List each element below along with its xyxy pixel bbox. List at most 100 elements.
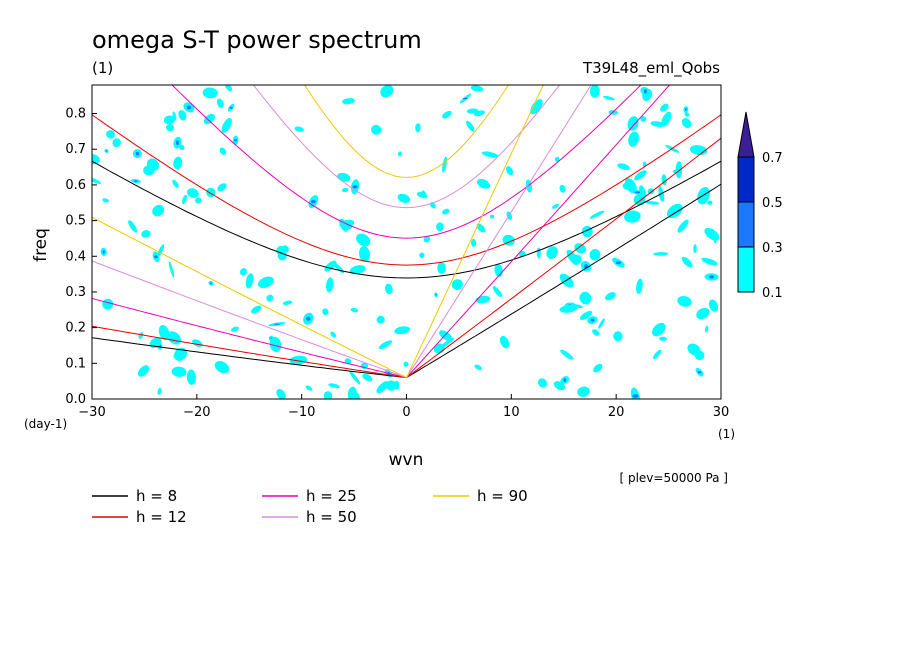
contour-patch	[376, 381, 389, 394]
contour-patch	[661, 111, 672, 127]
contour-patch	[538, 378, 547, 388]
y-tick-label: 0.7	[65, 142, 86, 157]
contour-patch	[474, 364, 482, 371]
colorbar-label: 0.5	[762, 196, 783, 211]
contour-patch	[660, 103, 669, 112]
x-tick-label: 20	[608, 405, 625, 420]
contour-patch-high	[135, 151, 139, 156]
curve-upper	[252, 85, 561, 209]
contour-patch	[102, 198, 109, 203]
contour-patch-high	[590, 318, 595, 322]
contour-patch	[628, 131, 639, 147]
contour-patch	[701, 257, 718, 266]
contour-patch	[269, 336, 282, 353]
contour-patch	[380, 85, 394, 98]
contour-patch	[305, 385, 313, 391]
contour-patch	[384, 283, 393, 295]
contour-patch	[552, 203, 559, 209]
colorbar-label: 0.7	[762, 151, 783, 166]
contour-patch	[157, 244, 165, 258]
contour-patch-high	[210, 282, 212, 285]
contour-patch	[342, 98, 355, 105]
contour-patch	[187, 188, 199, 198]
x-tick-label: −10	[288, 405, 315, 420]
contour-patch	[128, 220, 138, 233]
contour-patch	[277, 251, 287, 261]
contour-patch	[225, 85, 233, 92]
contour-patch	[394, 380, 400, 390]
contour-patch	[415, 123, 421, 133]
contour-patch	[106, 130, 115, 139]
contour-patch	[645, 201, 660, 205]
contour-patch	[677, 219, 689, 233]
contour-patch	[627, 116, 639, 131]
contour-patch	[326, 277, 334, 293]
x-tick-label: 30	[713, 405, 730, 420]
contour-patch	[173, 156, 183, 170]
curve-upper	[92, 114, 721, 266]
contour-patch-high	[234, 139, 238, 142]
contour-patch-high	[563, 378, 566, 382]
contour-patch-high	[634, 191, 641, 194]
contour-patch	[499, 335, 510, 349]
contour-patch	[636, 278, 643, 294]
contour-patch	[470, 85, 484, 92]
contour-patch	[589, 85, 600, 98]
colorbar: 0.7 0.5 0.3 0.1	[737, 111, 783, 301]
y-tick-label: 0.3	[65, 285, 86, 300]
y-tick-label: 0.1	[65, 356, 86, 371]
y-unit-label: (day-1)	[24, 417, 67, 431]
contour-patch	[294, 126, 304, 132]
contour-patch	[230, 326, 240, 332]
colorbar-box	[737, 246, 755, 293]
x-unit-label: (1)	[718, 427, 735, 441]
contour-patch-high	[154, 255, 159, 258]
contour-patch	[589, 249, 601, 261]
contour-patch	[137, 365, 150, 377]
curve-upper	[171, 85, 642, 239]
contour-patch-high	[462, 97, 468, 100]
contour-patch	[593, 363, 603, 373]
contour-patch	[394, 326, 411, 335]
contour-patch	[138, 332, 144, 339]
contour-patch	[603, 95, 615, 101]
contour-patch	[652, 349, 662, 360]
contour-patch-high	[176, 140, 179, 146]
contour-patch	[481, 151, 499, 158]
contour-patch	[613, 331, 623, 342]
contour-patch	[203, 113, 215, 125]
contour-patch	[149, 337, 162, 349]
contour-patch	[559, 184, 566, 193]
contour-patch	[708, 299, 719, 312]
y-tick-label: 0.0	[65, 392, 86, 407]
contour-patch	[328, 383, 340, 389]
contour-patch	[219, 147, 227, 155]
contour-patch	[152, 204, 165, 217]
contour-patch	[419, 252, 425, 259]
contour-patch	[217, 183, 227, 192]
legend-label: h = 90	[477, 487, 528, 505]
contour-patch	[266, 294, 274, 302]
contour-patch	[186, 369, 197, 385]
contour-patch	[376, 315, 385, 324]
contour-patch	[206, 187, 216, 198]
contour-patch-high	[632, 394, 639, 398]
contour-patch	[640, 116, 647, 122]
contour-patch	[178, 144, 185, 151]
contour-patch	[158, 324, 170, 341]
contour-patch	[163, 115, 176, 125]
contour-patch	[173, 347, 188, 361]
contour-patch	[694, 350, 705, 361]
contour-patch	[283, 245, 289, 253]
y-axis-label: freq	[31, 228, 51, 262]
y-tick-label: 0.8	[65, 107, 86, 122]
contour-patch	[289, 355, 308, 365]
contour-patch	[216, 98, 224, 108]
contour-patch	[530, 99, 543, 115]
contour-patch	[442, 110, 452, 119]
contour-patch	[359, 245, 370, 263]
contour-patch	[566, 249, 579, 265]
contour-patch	[704, 325, 709, 333]
contour-patch	[592, 329, 600, 336]
curve-lower	[92, 137, 721, 379]
